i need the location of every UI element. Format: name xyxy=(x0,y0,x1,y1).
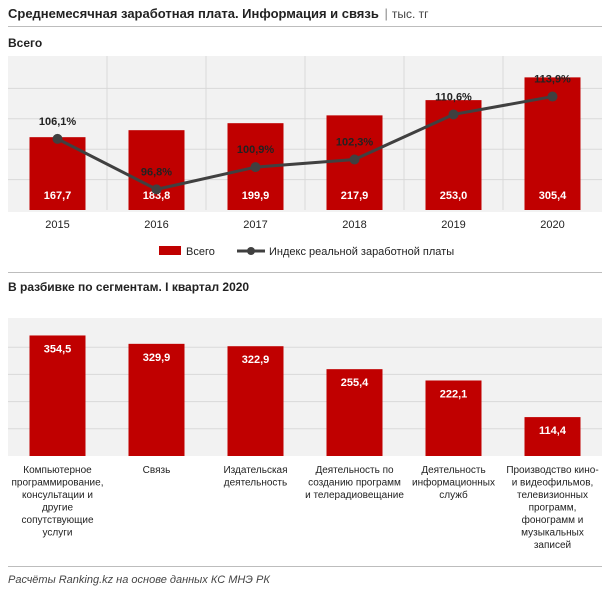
chart2-bar-label: 255,4 xyxy=(341,377,369,389)
title-separator: | xyxy=(384,6,388,21)
chart1-index-label: 100,9% xyxy=(237,144,275,156)
chart1-title: Всего xyxy=(8,36,43,50)
chart2-bar xyxy=(425,380,482,456)
chart2-x-tick: Издательская деятельность xyxy=(223,465,287,489)
chart1-index-point xyxy=(52,133,63,144)
chart2-bar xyxy=(326,369,383,456)
chart1-x-tick: 2016 xyxy=(144,219,168,231)
chart2-title: В разбивке по сегментам. I квартал 2020 xyxy=(8,280,250,294)
chart2-bar xyxy=(29,335,86,456)
chart1-bar-label: 167,7 xyxy=(44,190,72,202)
chart2-bar xyxy=(227,346,284,456)
chart1-bar-label: 199,9 xyxy=(242,190,270,202)
title-unit: тыс. тг xyxy=(391,7,429,21)
chart2-bar-label: 114,4 xyxy=(539,425,567,437)
chart2-x-tick: Связь xyxy=(143,465,171,476)
chart1-index-point xyxy=(250,162,261,173)
chart2-bar xyxy=(128,343,185,456)
chart1-index-point xyxy=(151,184,162,195)
page-title: Среднемесячная заработная плата. Информа… xyxy=(8,6,429,21)
section-divider xyxy=(8,272,602,273)
chart1-index-line xyxy=(56,95,553,191)
chart2-bar-label: 222,1 xyxy=(440,388,468,400)
chart1-index-label: 113,9% xyxy=(534,74,571,86)
chart2-bar-label: 329,9 xyxy=(143,352,171,364)
chart1-index-point xyxy=(448,109,459,120)
title-text: Среднемесячная заработная плата. Информа… xyxy=(8,6,379,21)
legend-line-marker xyxy=(247,247,255,255)
legend-bar-swatch xyxy=(159,246,181,255)
chart1-index-point xyxy=(349,154,360,165)
chart2-x-tick: Деятельность информационных служб xyxy=(412,465,495,501)
legend-bar-label: Всего xyxy=(186,246,215,258)
chart1-x-tick: 2018 xyxy=(342,219,366,231)
chart1-x-tick: 2015 xyxy=(45,219,69,231)
chart2-x-tick: Производство кино-и видеофильмов, телевиз… xyxy=(506,465,598,551)
chart1-bar-label: 217,9 xyxy=(341,190,369,202)
chart1-bar-label: 305,4 xyxy=(539,190,567,202)
header-divider xyxy=(8,26,602,27)
chart1-x-tick: 2017 xyxy=(243,219,267,231)
chart2-bar xyxy=(524,417,581,456)
chart1-index-label: 110,6% xyxy=(435,91,472,103)
chart1-x-tick: 2020 xyxy=(540,219,564,231)
chart1-index-label: 102,3% xyxy=(336,137,374,149)
chart2-bar-label: 322,9 xyxy=(242,354,270,366)
chart1-x-tick: 2019 xyxy=(441,219,465,231)
chart2-x-tick: Деятельность по созданию программ и телера… xyxy=(305,465,404,501)
chart1-index-point xyxy=(547,91,558,102)
chart2-bar-label: 354,5 xyxy=(44,343,72,355)
legend-line-label: Индекс реальной заработной платы xyxy=(269,246,454,258)
source-note: Расчёты Ranking.kz на основе данных КС М… xyxy=(8,574,270,586)
footer-divider xyxy=(8,566,602,567)
chart1-index-label: 106,1% xyxy=(39,116,77,128)
chart1-bar-label: 183,8 xyxy=(143,190,171,202)
chart1-bar-label: 253,0 xyxy=(440,190,468,202)
chart2-x-tick: Компьютерное программирование, консультаци… xyxy=(12,465,104,539)
chart2-panel xyxy=(8,318,602,456)
chart1-bar xyxy=(128,130,185,210)
chart1-index-label: 96,8% xyxy=(141,166,172,178)
